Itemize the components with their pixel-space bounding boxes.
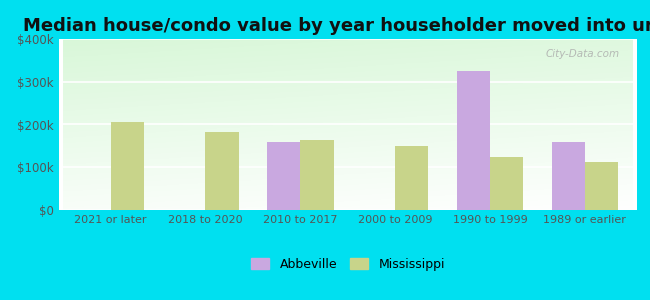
Bar [111, 122, 144, 210]
Bar [395, 146, 428, 210]
Bar [267, 142, 300, 210]
Bar [490, 157, 523, 210]
Title: Median house/condo value by year householder moved into unit: Median house/condo value by year househo… [23, 17, 650, 35]
Bar [300, 140, 333, 210]
Bar [457, 71, 490, 210]
Bar [552, 142, 585, 210]
Legend: Abbeville, Mississippi: Abbeville, Mississippi [246, 253, 450, 276]
Bar [585, 162, 618, 210]
Text: City-Data.com: City-Data.com [545, 49, 619, 59]
Bar [205, 132, 239, 210]
